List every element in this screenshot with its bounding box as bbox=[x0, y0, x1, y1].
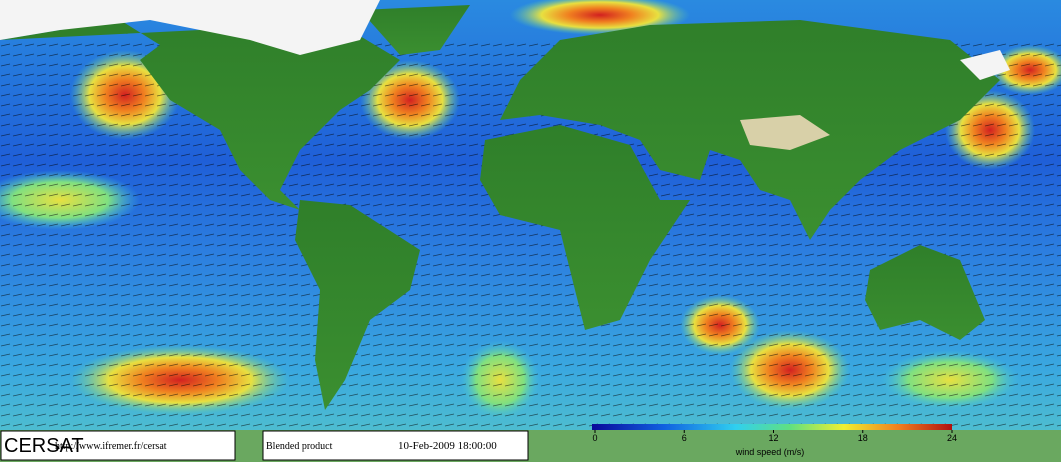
colorbar-tick-label: 12 bbox=[768, 433, 778, 443]
product: Blended product bbox=[266, 441, 333, 452]
colorbar-ticks: 0 6 12 18 24 bbox=[592, 430, 957, 443]
timestamp: 10-Feb-2009 18:00:00 bbox=[398, 440, 497, 452]
colorbar bbox=[592, 424, 952, 430]
colorbar-tick-label: 0 bbox=[592, 433, 597, 443]
url: http://www.ifremer.fr/cersat bbox=[55, 441, 167, 452]
colorbar-tick-label: 18 bbox=[858, 433, 868, 443]
colorbar-label: wind speed (m/s) bbox=[735, 447, 805, 457]
ice bbox=[0, 0, 1010, 150]
logo: CERSAT bbox=[4, 435, 84, 457]
footer: CERSAT http://www.ifremer.fr/cersat Blen… bbox=[0, 424, 957, 461]
logo-box bbox=[0, 430, 236, 461]
product-box bbox=[262, 430, 529, 461]
colorbar-tick-label: 6 bbox=[682, 433, 687, 443]
colorbar-tick-label: 24 bbox=[947, 433, 957, 443]
continents bbox=[0, 5, 1061, 462]
